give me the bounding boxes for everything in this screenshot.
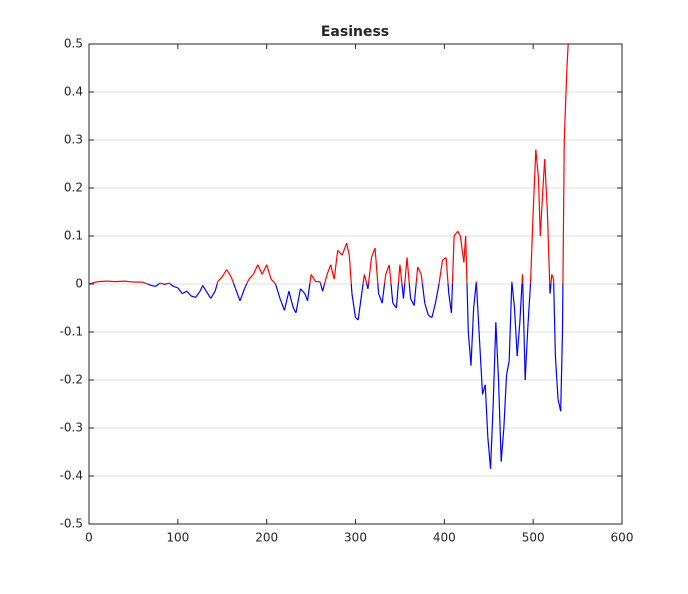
y-tick-label: 0.3 xyxy=(64,133,83,147)
line-segment xyxy=(378,284,379,294)
y-tick-label: 0.1 xyxy=(64,229,83,243)
line-segment xyxy=(448,284,449,294)
x-tick-label: 500 xyxy=(522,531,545,545)
y-tick-label: 0.5 xyxy=(64,37,83,51)
line-segment xyxy=(159,283,160,284)
y-tick-label: -0.2 xyxy=(60,373,83,387)
line-segment xyxy=(368,284,369,289)
y-tick-label: -0.1 xyxy=(60,325,83,339)
y-tick-label: -0.5 xyxy=(60,517,83,531)
x-tick-label: 0 xyxy=(85,531,93,545)
y-tick-label: 0 xyxy=(75,277,83,291)
line-segment xyxy=(217,282,218,284)
y-tick-label: -0.3 xyxy=(60,421,83,435)
chart-title: Easiness xyxy=(321,24,389,40)
x-tick-label: 200 xyxy=(255,531,278,545)
x-tick-label: 400 xyxy=(433,531,456,545)
x-tick-label: 600 xyxy=(611,531,634,545)
line-segment xyxy=(320,282,321,284)
y-tick-label: 0.4 xyxy=(64,85,83,99)
x-tick-label: 100 xyxy=(166,531,189,545)
line-segment xyxy=(169,283,170,284)
line-segment xyxy=(351,284,352,294)
y-tick-label: 0.2 xyxy=(64,181,83,195)
x-tick-label: 300 xyxy=(344,531,367,545)
y-tick-label: -0.4 xyxy=(60,469,83,483)
